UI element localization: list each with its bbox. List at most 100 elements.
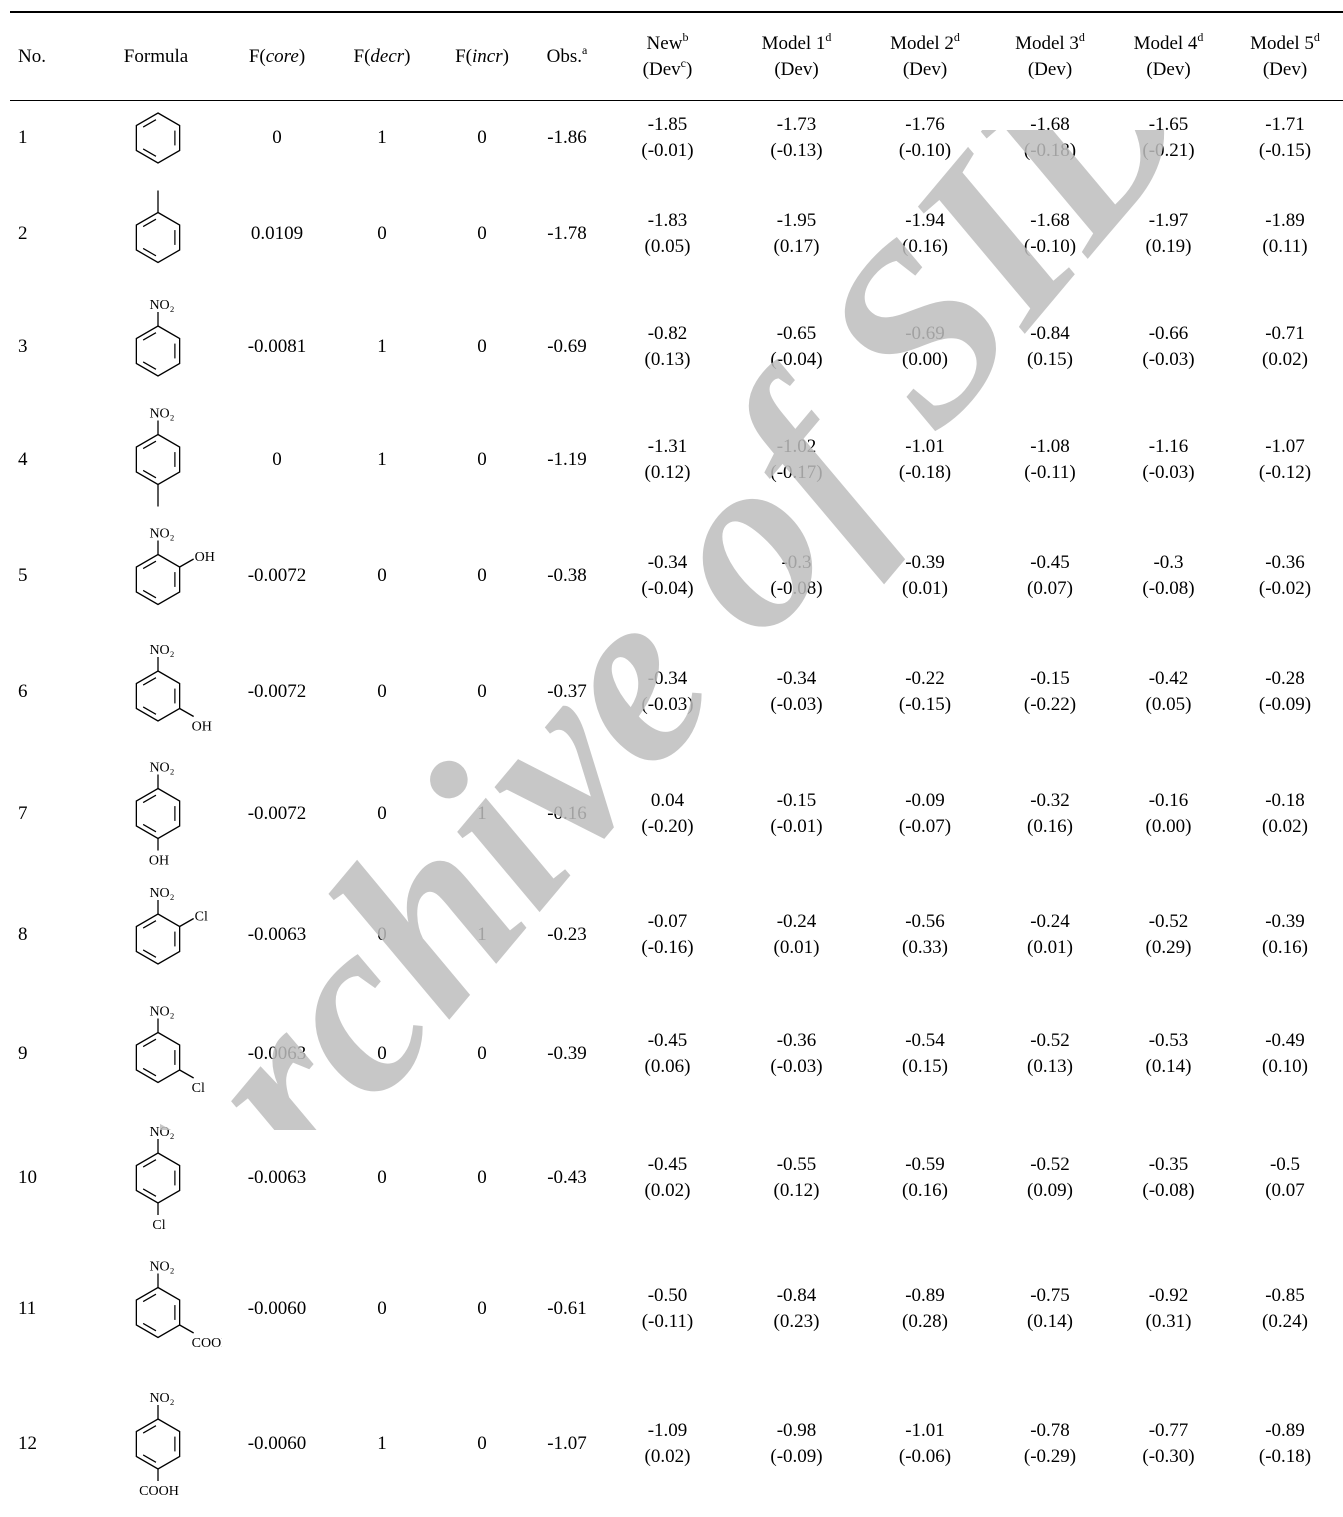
table-row: 2 0.0109 0 0 -1.78 -1.83 (0.05) -1.95 (0.17) -1.9… bbox=[10, 176, 1343, 291]
double-bond-line bbox=[142, 1322, 157, 1332]
double-bond-line bbox=[142, 823, 157, 833]
predicted-value: -0.89 bbox=[905, 1284, 945, 1306]
structure-diagram: NO₂ COOH bbox=[135, 1260, 222, 1351]
predicted-value: -0.52 bbox=[1148, 911, 1189, 932]
predicted-value: -0.36 bbox=[776, 1029, 817, 1051]
model-3-prediction-cell: -0.15 (-0.22) bbox=[990, 635, 1110, 749]
model-2-prediction-cell: -1.01 (-0.18) bbox=[860, 403, 990, 516]
deviation-value: (0.12) bbox=[644, 461, 691, 483]
formula-cell: NO₂ OH bbox=[90, 516, 222, 635]
model-5-prediction-cell: -0.39 (0.16) bbox=[1227, 878, 1343, 992]
predicted-value: -0.09 bbox=[905, 789, 945, 811]
predicted-value: -0.34 bbox=[776, 668, 817, 689]
structure-diagram: NO₂ bbox=[135, 298, 181, 377]
deviation-value: (-0.18) bbox=[898, 461, 952, 483]
deviation-value: (-0.01) bbox=[641, 140, 694, 161]
predicted-value: -0.85 bbox=[1265, 1284, 1305, 1306]
row-number: 10 bbox=[18, 1167, 37, 1188]
double-bond-line bbox=[142, 1425, 157, 1434]
double-bond-line bbox=[142, 361, 157, 370]
model-2-prediction-cell: -0.59 (0.16) bbox=[860, 1115, 990, 1241]
fdecr-cell: 0 bbox=[377, 924, 387, 945]
benzene-ring bbox=[135, 1418, 181, 1470]
deviation-value: (-0.07) bbox=[898, 815, 952, 837]
row-number: 1 bbox=[18, 127, 28, 148]
fcore-cell: -0.0072 bbox=[247, 802, 307, 824]
model-5-prediction-cell: -0.49 (0.10) bbox=[1227, 992, 1343, 1115]
predicted-value: -0.16 bbox=[1148, 789, 1189, 811]
formula-cell: NO₂ COOH bbox=[90, 1241, 222, 1376]
double-bond-line bbox=[142, 332, 157, 341]
substituent-label: NO₂ bbox=[149, 1260, 174, 1275]
fdecr-cell: 0 bbox=[377, 222, 387, 244]
deviation-value: (-0.15) bbox=[898, 694, 952, 715]
structure-diagram bbox=[135, 112, 181, 164]
predicted-value: -0.82 bbox=[647, 323, 688, 344]
deviation-value: (0.05) bbox=[1145, 694, 1192, 715]
double-bond-line bbox=[142, 677, 157, 686]
table-row: 3 NO₂ -0.0081 1 0 -0.69 -0.82 (0.13) -0.65 (-0.04… bbox=[10, 291, 1343, 403]
double-bond-line bbox=[142, 1188, 157, 1197]
fdecr-cell: 1 bbox=[377, 127, 387, 148]
new-prediction-cell: -0.82 (0.13) bbox=[602, 291, 733, 403]
model-5-prediction-cell: -0.36 (-0.02) bbox=[1227, 516, 1343, 635]
predicted-value: -1.83 bbox=[647, 209, 688, 231]
model-3-prediction-cell: -1.68 (-0.18) bbox=[990, 100, 1110, 176]
table-body: 1 0 1 0 -1.86 -1.85 (-0.01) -1.73 (-0.13) -1.76 (-… bbox=[10, 100, 1343, 1512]
deviation-value: (0.02) bbox=[1262, 815, 1308, 837]
structure-diagram: NO₂ OH bbox=[135, 761, 181, 869]
predicted-value: -1.95 bbox=[776, 209, 817, 231]
predicted-value: -0.66 bbox=[1148, 323, 1189, 344]
fdecr-cell: 1 bbox=[377, 336, 387, 357]
deviation-value: (0.16) bbox=[902, 235, 948, 257]
formula-cell bbox=[90, 100, 222, 176]
deviation-value: (-0.10) bbox=[1023, 235, 1077, 257]
predicted-value: -0.24 bbox=[776, 911, 817, 932]
header-model-1: Model 1d (Dev) bbox=[761, 29, 832, 80]
substituent-label: OH bbox=[195, 550, 215, 565]
model-1-prediction-cell: -0.3 (-0.08) bbox=[733, 516, 860, 635]
fdecr-cell: 0 bbox=[377, 564, 387, 586]
benzene-ring bbox=[135, 433, 181, 486]
header-fdecr: F(decr) bbox=[353, 45, 411, 67]
new-prediction-cell: -0.07 (-0.16) bbox=[602, 878, 733, 992]
substituent-label: OH bbox=[192, 720, 212, 735]
deviation-value: (0.15) bbox=[902, 1055, 948, 1077]
predicted-value: -0.3 bbox=[1153, 551, 1184, 573]
fcore-cell: -0.0063 bbox=[247, 1167, 307, 1188]
model-2-prediction-cell: -0.09 (-0.07) bbox=[860, 749, 990, 878]
formula-cell: NO₂ OH bbox=[90, 749, 222, 878]
predicted-value: -0.32 bbox=[1030, 789, 1070, 811]
predicted-value: -0.15 bbox=[1030, 668, 1070, 689]
fincr-cell: 1 bbox=[477, 802, 487, 824]
substituent-label: NO₂ bbox=[149, 761, 174, 776]
predicted-value: -0.53 bbox=[1148, 1029, 1189, 1051]
model-2-prediction-cell: -1.94 (0.16) bbox=[860, 176, 990, 291]
fincr-cell: 0 bbox=[477, 127, 487, 148]
predicted-value: -0.50 bbox=[647, 1284, 688, 1306]
substituent-label: Cl bbox=[152, 1218, 165, 1233]
fcore-cell: -0.0063 bbox=[247, 1042, 307, 1064]
predicted-value: -0.3 bbox=[781, 551, 812, 573]
formula-cell bbox=[90, 176, 222, 291]
predicted-value: -1.08 bbox=[1030, 435, 1070, 457]
predicted-value: -1.01 bbox=[905, 435, 945, 457]
formula-cell: NO₂ OH bbox=[90, 635, 222, 749]
table-header-rule bbox=[10, 100, 1343, 102]
substituent-label: NO₂ bbox=[149, 1391, 174, 1406]
row-number: 9 bbox=[18, 1042, 28, 1064]
model-4-prediction-cell: -0.3 (-0.08) bbox=[1110, 516, 1227, 635]
predicted-value: -1.31 bbox=[647, 435, 688, 457]
substituent-label: Cl bbox=[195, 910, 208, 925]
deviation-value: (0.16) bbox=[1262, 937, 1308, 958]
obs-cell: -0.61 bbox=[547, 1297, 587, 1319]
table-row: 8 NO₂ Cl -0.0063 0 1 -0.23 -0.07 (-0.16) -0.24 (0.… bbox=[10, 878, 1343, 992]
deviation-value: (-0.20) bbox=[641, 815, 694, 837]
obs-cell: -1.19 bbox=[547, 448, 587, 470]
obs-cell: -0.39 bbox=[547, 1042, 587, 1064]
predicted-value: -0.5 bbox=[1269, 1154, 1301, 1175]
obs-cell: -0.37 bbox=[547, 681, 587, 702]
row-number: 11 bbox=[18, 1297, 37, 1319]
predicted-value: 0.04 bbox=[650, 789, 685, 811]
deviation-value: (-0.08) bbox=[770, 577, 823, 599]
